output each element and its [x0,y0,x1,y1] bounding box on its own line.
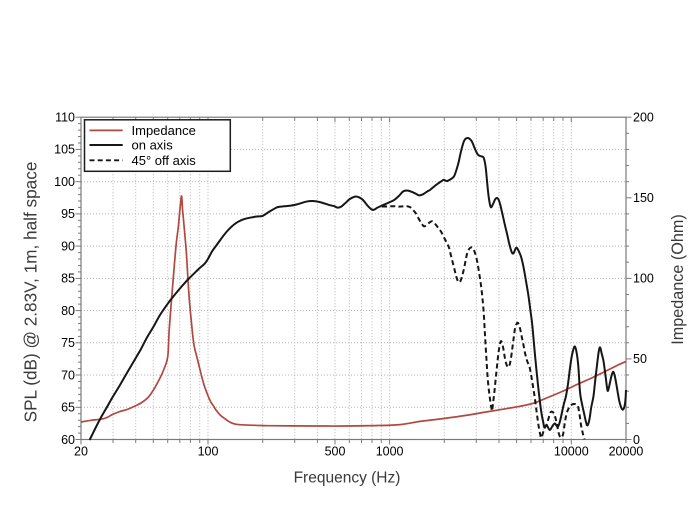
svg-text:100: 100 [54,175,75,189]
svg-text:110: 110 [55,111,75,125]
svg-text:20000: 20000 [609,445,644,459]
svg-text:0: 0 [633,433,640,447]
svg-text:SPL (dB) @ 2.83V, 1m, half spa: SPL (dB) @ 2.83V, 1m, half space [21,162,41,423]
svg-text:150: 150 [633,191,654,205]
svg-text:200: 200 [633,111,654,125]
svg-text:100: 100 [633,272,654,286]
svg-text:Impedance (Ohm): Impedance (Ohm) [669,214,687,344]
svg-text:100: 100 [198,445,219,459]
svg-text:on axis: on axis [132,138,174,153]
svg-text:85: 85 [61,272,75,286]
svg-text:Impedance: Impedance [132,123,196,138]
svg-text:105: 105 [54,143,75,157]
svg-text:45° off axis: 45° off axis [132,153,197,168]
svg-text:Frequency (Hz): Frequency (Hz) [294,470,401,487]
svg-text:50: 50 [633,352,647,366]
svg-text:75: 75 [61,336,75,350]
svg-text:90: 90 [61,239,75,253]
svg-text:1000: 1000 [376,445,404,459]
svg-text:10000: 10000 [554,445,589,459]
svg-text:60: 60 [61,433,75,447]
svg-text:20: 20 [74,445,88,459]
svg-text:95: 95 [61,207,75,221]
svg-text:65: 65 [61,401,75,415]
svg-text:80: 80 [61,304,75,318]
svg-text:70: 70 [61,368,75,382]
svg-text:500: 500 [325,445,346,459]
